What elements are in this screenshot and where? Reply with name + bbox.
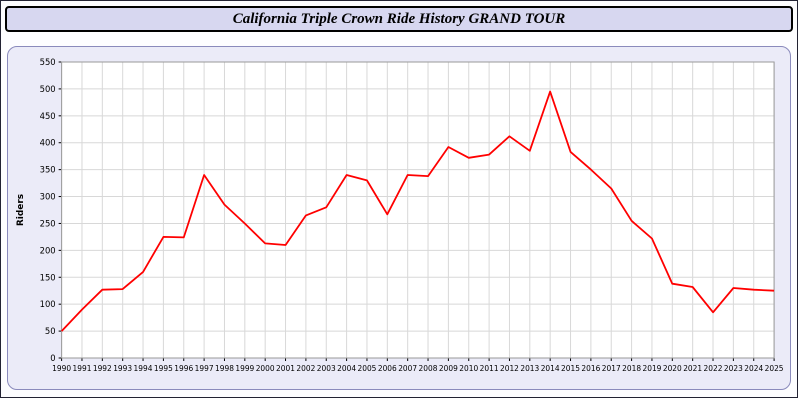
- x-tick-label: 2025: [765, 364, 784, 373]
- x-tick-label: 2018: [622, 364, 641, 373]
- x-tick-label: 2001: [276, 364, 295, 373]
- y-tick-label: 500: [40, 84, 56, 94]
- x-tick-label: 2014: [541, 364, 560, 373]
- y-tick-label: 550: [40, 57, 56, 67]
- y-tick-label: 300: [40, 192, 56, 202]
- chart-title-bar: California Triple Crown Ride History GRA…: [5, 6, 793, 32]
- x-tick-label: 2000: [256, 364, 275, 373]
- x-tick-label: 1998: [215, 364, 234, 373]
- x-tick-label: 2017: [602, 364, 621, 373]
- y-tick-label: 250: [40, 218, 56, 228]
- chart-title: California Triple Crown Ride History GRA…: [232, 10, 566, 27]
- x-tick-label: 2003: [317, 364, 336, 373]
- x-tick-label: 1997: [195, 364, 214, 373]
- x-tick-label: 2010: [459, 364, 478, 373]
- x-tick-label: 2013: [520, 364, 539, 373]
- x-tick-label: 2024: [744, 364, 763, 373]
- plot-area: [61, 62, 775, 358]
- y-tick-label: 0: [50, 353, 55, 363]
- x-tick-label: 1996: [174, 364, 193, 373]
- x-tick-label: 2007: [398, 364, 417, 373]
- x-tick-label: 2022: [704, 364, 723, 373]
- x-tick-label: 1990: [52, 364, 71, 373]
- x-tick-label: 2009: [439, 364, 458, 373]
- y-tick-label: 400: [40, 138, 56, 148]
- y-tick-label: 350: [40, 165, 56, 175]
- x-tick-label: 2006: [378, 364, 397, 373]
- x-tick-label: 2015: [561, 364, 580, 373]
- x-tick-label: 1992: [93, 364, 112, 373]
- y-axis-label: Riders: [16, 194, 26, 226]
- x-tick-label: 1995: [154, 364, 173, 373]
- x-tick-label: 2004: [337, 364, 356, 373]
- y-tick-label: 200: [40, 245, 56, 255]
- y-tick-label: 100: [40, 299, 56, 309]
- y-tick-label: 50: [45, 326, 56, 336]
- x-tick-label: 2002: [296, 364, 315, 373]
- riders-line-series: [60, 90, 775, 332]
- chart-panel: 0 50 100 150 200 250 300 350 400 450 500 550 1990 199…: [7, 46, 791, 390]
- x-tick-label: 1999: [235, 364, 254, 373]
- x-tick-label: 1993: [113, 364, 132, 373]
- x-tick-label: 2023: [724, 364, 743, 373]
- x-tick-label: 2005: [357, 364, 376, 373]
- x-tick-label: 2012: [500, 364, 519, 373]
- x-tick-label: 2016: [581, 364, 600, 373]
- x-tick-label: 2020: [663, 364, 682, 373]
- x-tick-label: 2008: [419, 364, 438, 373]
- x-tick-label: 1991: [73, 364, 92, 373]
- x-tick-label: 2019: [642, 364, 661, 373]
- plot-border: [61, 61, 775, 359]
- x-tick-label: 2021: [683, 364, 702, 373]
- x-tick-label: 2011: [480, 364, 499, 373]
- x-tick-label: 1994: [134, 364, 153, 373]
- y-tick-label: 450: [40, 111, 56, 121]
- y-tick-label: 150: [40, 272, 56, 282]
